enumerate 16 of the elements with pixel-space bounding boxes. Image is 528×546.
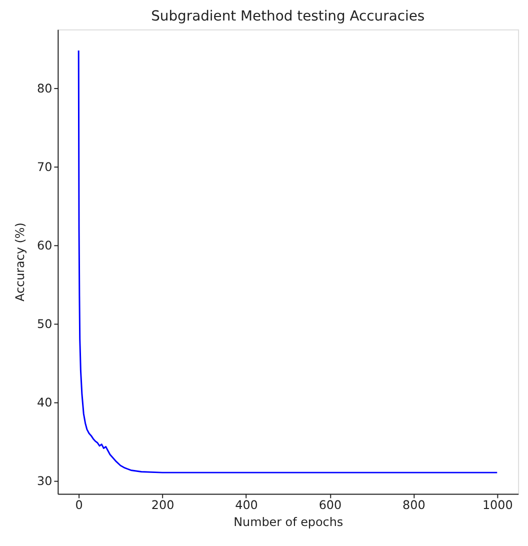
y-tick-label: 30 xyxy=(37,474,52,488)
x-tick-label: 0 xyxy=(75,498,83,512)
line-series xyxy=(78,50,498,474)
y-tick-label: 70 xyxy=(37,160,52,174)
y-tick-label: 80 xyxy=(37,82,52,96)
x-tick-label: 1000 xyxy=(482,498,513,512)
y-tick-label: 40 xyxy=(37,395,52,410)
chart-title: Subgradient Method testing Accuracies xyxy=(151,8,425,24)
x-tick-label: 800 xyxy=(402,498,426,512)
y-tick-label: 60 xyxy=(37,238,52,253)
x-tick-label: 400 xyxy=(235,498,258,512)
y-axis-title: Accuracy (%) xyxy=(13,222,28,302)
x-tick-label: 600 xyxy=(318,498,342,512)
x-tick-label: 200 xyxy=(151,498,174,512)
y-tick-label: 50 xyxy=(37,317,52,332)
x-axis-title: Number of epochs xyxy=(234,515,344,530)
